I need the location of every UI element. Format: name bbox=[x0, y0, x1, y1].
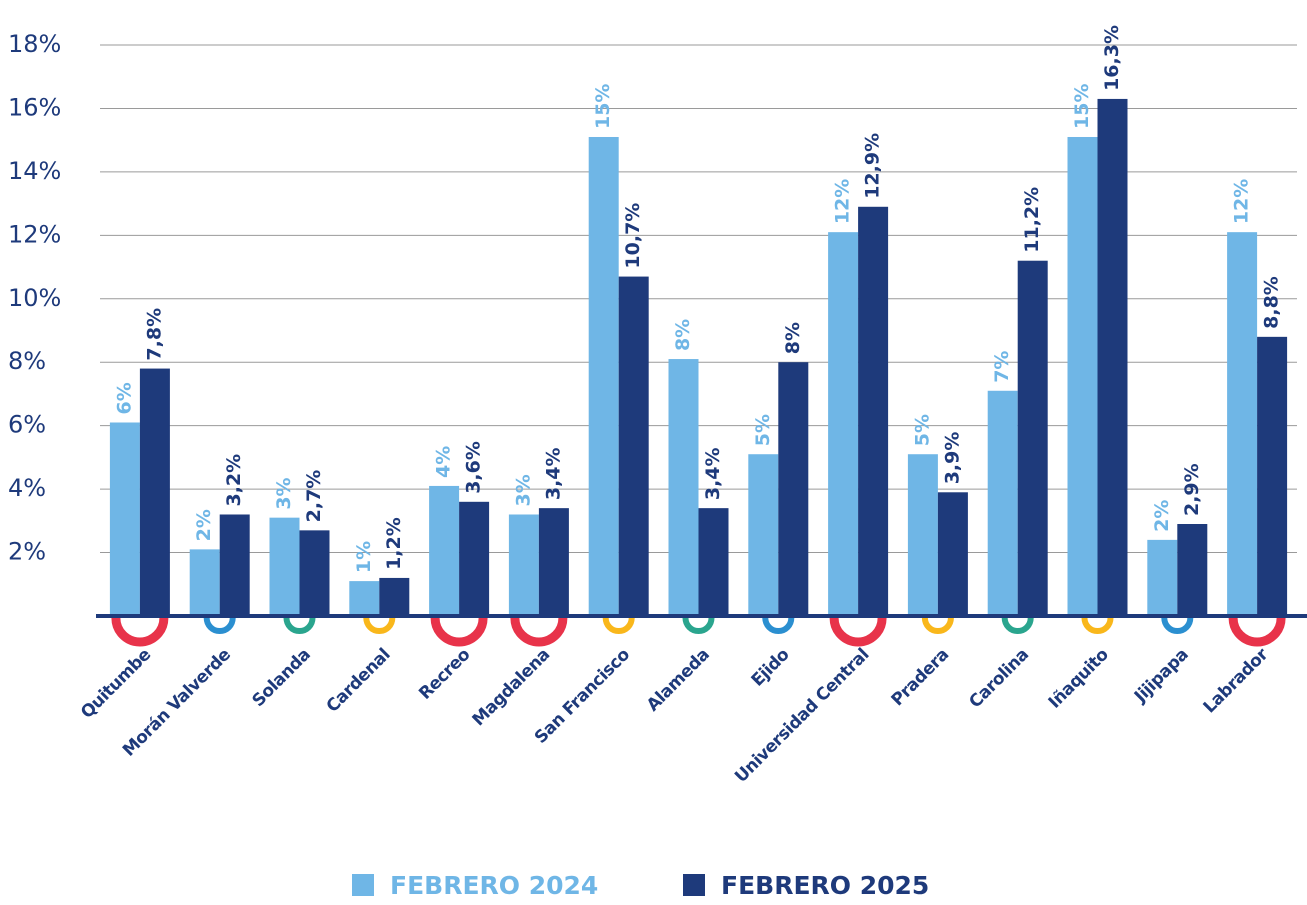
x-tick-label: Alameda bbox=[643, 645, 714, 716]
x-tick-label: Labrador bbox=[1200, 644, 1273, 717]
y-tick-label: 14% bbox=[8, 157, 61, 185]
y-tick-label: 4% bbox=[8, 474, 46, 502]
legend-label: FEBRERO 2025 bbox=[721, 871, 929, 900]
value-label: 1,2% bbox=[383, 517, 405, 570]
bar bbox=[269, 517, 300, 616]
value-label: 3,2% bbox=[223, 454, 245, 507]
bar bbox=[987, 390, 1018, 616]
x-tick-label: Cardenal bbox=[323, 645, 395, 717]
value-label: 15% bbox=[592, 84, 614, 129]
legend-swatch bbox=[352, 874, 374, 896]
bar bbox=[109, 422, 140, 616]
bar bbox=[618, 276, 649, 616]
y-tick-label: 12% bbox=[8, 220, 61, 248]
value-label: 8% bbox=[672, 319, 694, 351]
x-tick-label: Recreo bbox=[415, 645, 474, 704]
bar bbox=[189, 549, 220, 616]
value-label: 1% bbox=[353, 541, 375, 573]
value-label: 3% bbox=[512, 474, 534, 506]
value-label: 3,6% bbox=[463, 441, 485, 494]
value-label: 7,8% bbox=[143, 308, 165, 361]
bar bbox=[937, 492, 968, 616]
y-tick-label: 16% bbox=[8, 93, 61, 121]
y-tick-label: 6% bbox=[8, 411, 46, 439]
value-label: 2% bbox=[193, 509, 215, 541]
y-tick-label: 18% bbox=[8, 30, 61, 58]
bar bbox=[379, 577, 410, 616]
value-label: 12% bbox=[832, 179, 854, 224]
bar bbox=[1067, 136, 1098, 616]
x-tick-label: Iñaquito bbox=[1045, 645, 1113, 713]
value-label: 5% bbox=[911, 414, 933, 446]
x-tick-label: Magdalena bbox=[469, 645, 554, 730]
value-label: 5% bbox=[752, 414, 774, 446]
bar bbox=[219, 514, 250, 616]
bar bbox=[1177, 524, 1208, 616]
x-tick-label: Solanda bbox=[248, 645, 314, 711]
value-label: 10,7% bbox=[622, 203, 644, 269]
x-tick-label: Pradera bbox=[888, 645, 953, 710]
value-label: 12% bbox=[1231, 179, 1253, 224]
x-tick-label: Carolina bbox=[965, 645, 1032, 712]
legend-swatch bbox=[683, 874, 705, 896]
bar bbox=[748, 454, 779, 616]
y-tick-label: 8% bbox=[8, 347, 46, 375]
x-tick-label: Ejido bbox=[748, 645, 794, 691]
y-tick-label: 2% bbox=[8, 538, 46, 566]
value-label: 6% bbox=[113, 382, 135, 414]
bar bbox=[698, 508, 729, 616]
value-label: 12,9% bbox=[862, 133, 884, 199]
bar bbox=[668, 359, 699, 616]
value-label: 2,7% bbox=[303, 470, 325, 523]
bar bbox=[538, 508, 569, 616]
y-tick-label: 10% bbox=[8, 284, 61, 312]
value-label: 4% bbox=[433, 446, 455, 478]
bar bbox=[828, 232, 859, 616]
bar bbox=[459, 501, 490, 616]
bar bbox=[907, 454, 938, 616]
bar bbox=[1017, 260, 1048, 616]
value-label: 8% bbox=[782, 322, 804, 354]
x-tick-label: Universidad Central bbox=[731, 645, 873, 787]
bar bbox=[1257, 336, 1288, 616]
bar bbox=[508, 514, 539, 616]
value-label: 2,9% bbox=[1181, 463, 1203, 516]
bar bbox=[299, 530, 330, 616]
value-label: 15% bbox=[1071, 84, 1093, 129]
bar bbox=[429, 485, 460, 616]
bar bbox=[139, 368, 170, 616]
x-tick-label: Jijipapa bbox=[1130, 645, 1192, 707]
bar bbox=[1147, 539, 1178, 616]
legend-label: FEBRERO 2024 bbox=[390, 871, 598, 900]
value-label: 16,3% bbox=[1101, 25, 1123, 91]
bar bbox=[778, 362, 809, 616]
bar bbox=[588, 136, 619, 616]
value-label: 7% bbox=[991, 351, 1013, 383]
x-tick-label: Quitumbe bbox=[77, 645, 155, 723]
value-label: 3% bbox=[273, 477, 295, 509]
bar bbox=[858, 206, 889, 617]
value-label: 3,4% bbox=[702, 447, 724, 500]
bar bbox=[349, 581, 380, 616]
value-label: 3,4% bbox=[542, 447, 564, 500]
value-label: 8,8% bbox=[1261, 276, 1283, 329]
value-label: 2% bbox=[1151, 500, 1173, 532]
bar bbox=[1097, 98, 1128, 616]
value-label: 3,9% bbox=[941, 432, 963, 485]
bar bbox=[1227, 232, 1258, 616]
value-label: 11,2% bbox=[1021, 187, 1043, 253]
